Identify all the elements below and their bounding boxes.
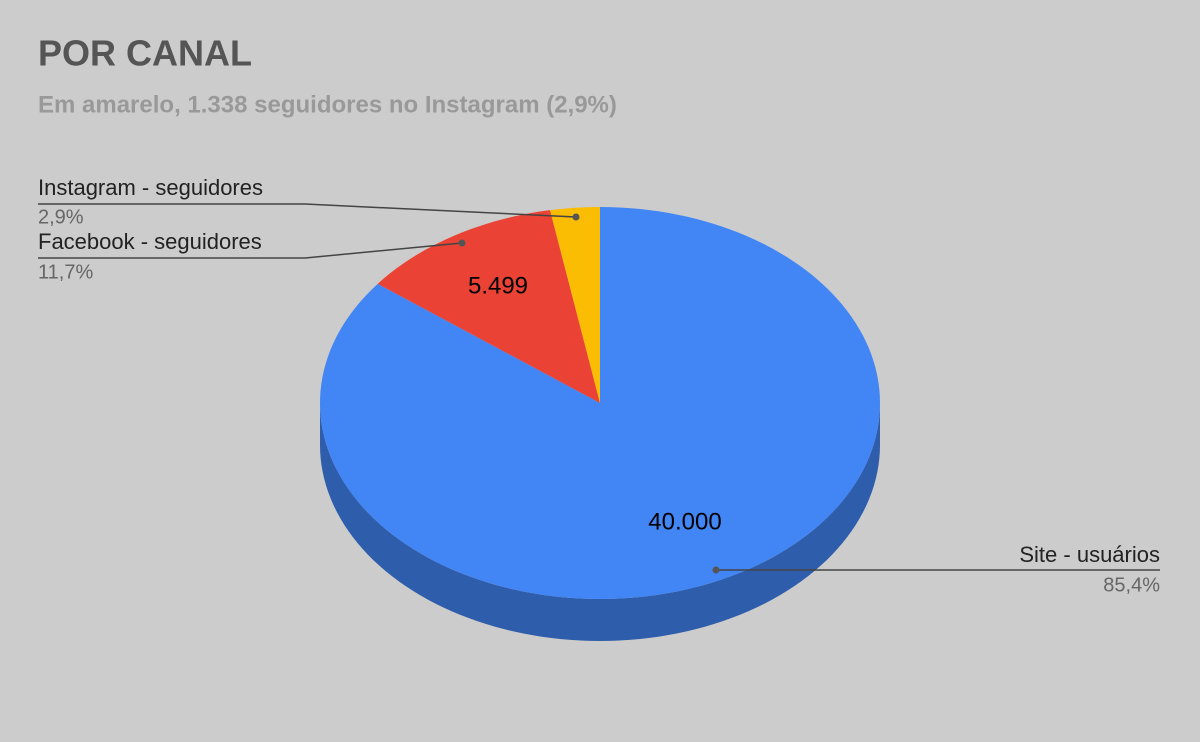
slice — [550, 207, 600, 403]
slice-name: Site - usuários — [1019, 542, 1160, 567]
percent-label: 85,4% — [1103, 574, 1160, 596]
percent-label: 2,9% — [38, 206, 84, 228]
value-label: 40.000 — [648, 508, 721, 535]
slice — [320, 207, 880, 599]
chart-title: POR CANAL — [38, 33, 252, 74]
leader-line — [38, 203, 577, 218]
slice — [377, 210, 600, 403]
leader-line — [38, 242, 463, 259]
leader-dot — [458, 239, 466, 247]
chart-subtitle: Em amarelo, 1.338 seguidores no Instagra… — [38, 91, 617, 118]
percent-label: 11,7% — [38, 261, 93, 283]
slice-side — [320, 403, 880, 641]
value-label: 5.499 — [468, 272, 528, 299]
slice-name: Facebook - seguidores — [38, 229, 262, 254]
slice-name: Instagram - seguidores — [38, 175, 263, 200]
leader-dot — [572, 213, 580, 221]
leader-dot — [712, 566, 720, 574]
